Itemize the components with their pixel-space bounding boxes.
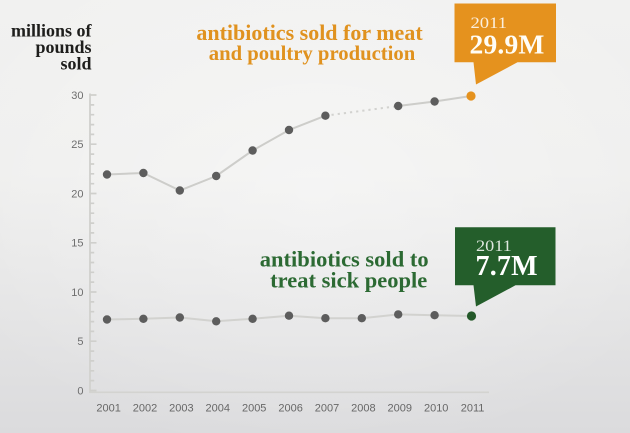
svg-text:2008: 2008: [351, 403, 375, 415]
svg-text:antibiotics sold to: antibiotics sold to: [260, 247, 429, 272]
svg-text:2010: 2010: [424, 403, 448, 415]
svg-text:25: 25: [71, 139, 83, 151]
svg-text:2011: 2011: [476, 238, 512, 255]
svg-text:2007: 2007: [315, 403, 339, 415]
svg-text:20: 20: [71, 188, 83, 200]
svg-text:7.7M: 7.7M: [476, 251, 538, 282]
svg-text:treat sick people: treat sick people: [270, 267, 427, 292]
svg-text:29.9M: 29.9M: [470, 29, 545, 60]
svg-text:2003: 2003: [169, 403, 193, 415]
svg-text:15: 15: [71, 238, 83, 250]
svg-text:2011: 2011: [471, 15, 508, 32]
svg-text:2006: 2006: [278, 403, 302, 415]
svg-text:millions of: millions of: [11, 20, 93, 40]
svg-text:2002: 2002: [133, 403, 157, 415]
svg-text:5: 5: [77, 336, 83, 348]
svg-text:0: 0: [77, 385, 83, 397]
svg-text:2009: 2009: [388, 403, 412, 415]
svg-text:2004: 2004: [206, 403, 230, 415]
svg-text:and poultry production: and poultry production: [209, 43, 416, 65]
svg-text:10: 10: [71, 287, 83, 299]
svg-text:2001: 2001: [96, 403, 120, 415]
svg-text:2011: 2011: [461, 403, 485, 415]
svg-text:30: 30: [71, 90, 83, 102]
svg-text:antibiotics sold for meat: antibiotics sold for meat: [196, 20, 423, 45]
svg-text:sold: sold: [60, 53, 91, 73]
svg-text:2005: 2005: [242, 403, 266, 415]
svg-text:pounds: pounds: [35, 37, 91, 57]
